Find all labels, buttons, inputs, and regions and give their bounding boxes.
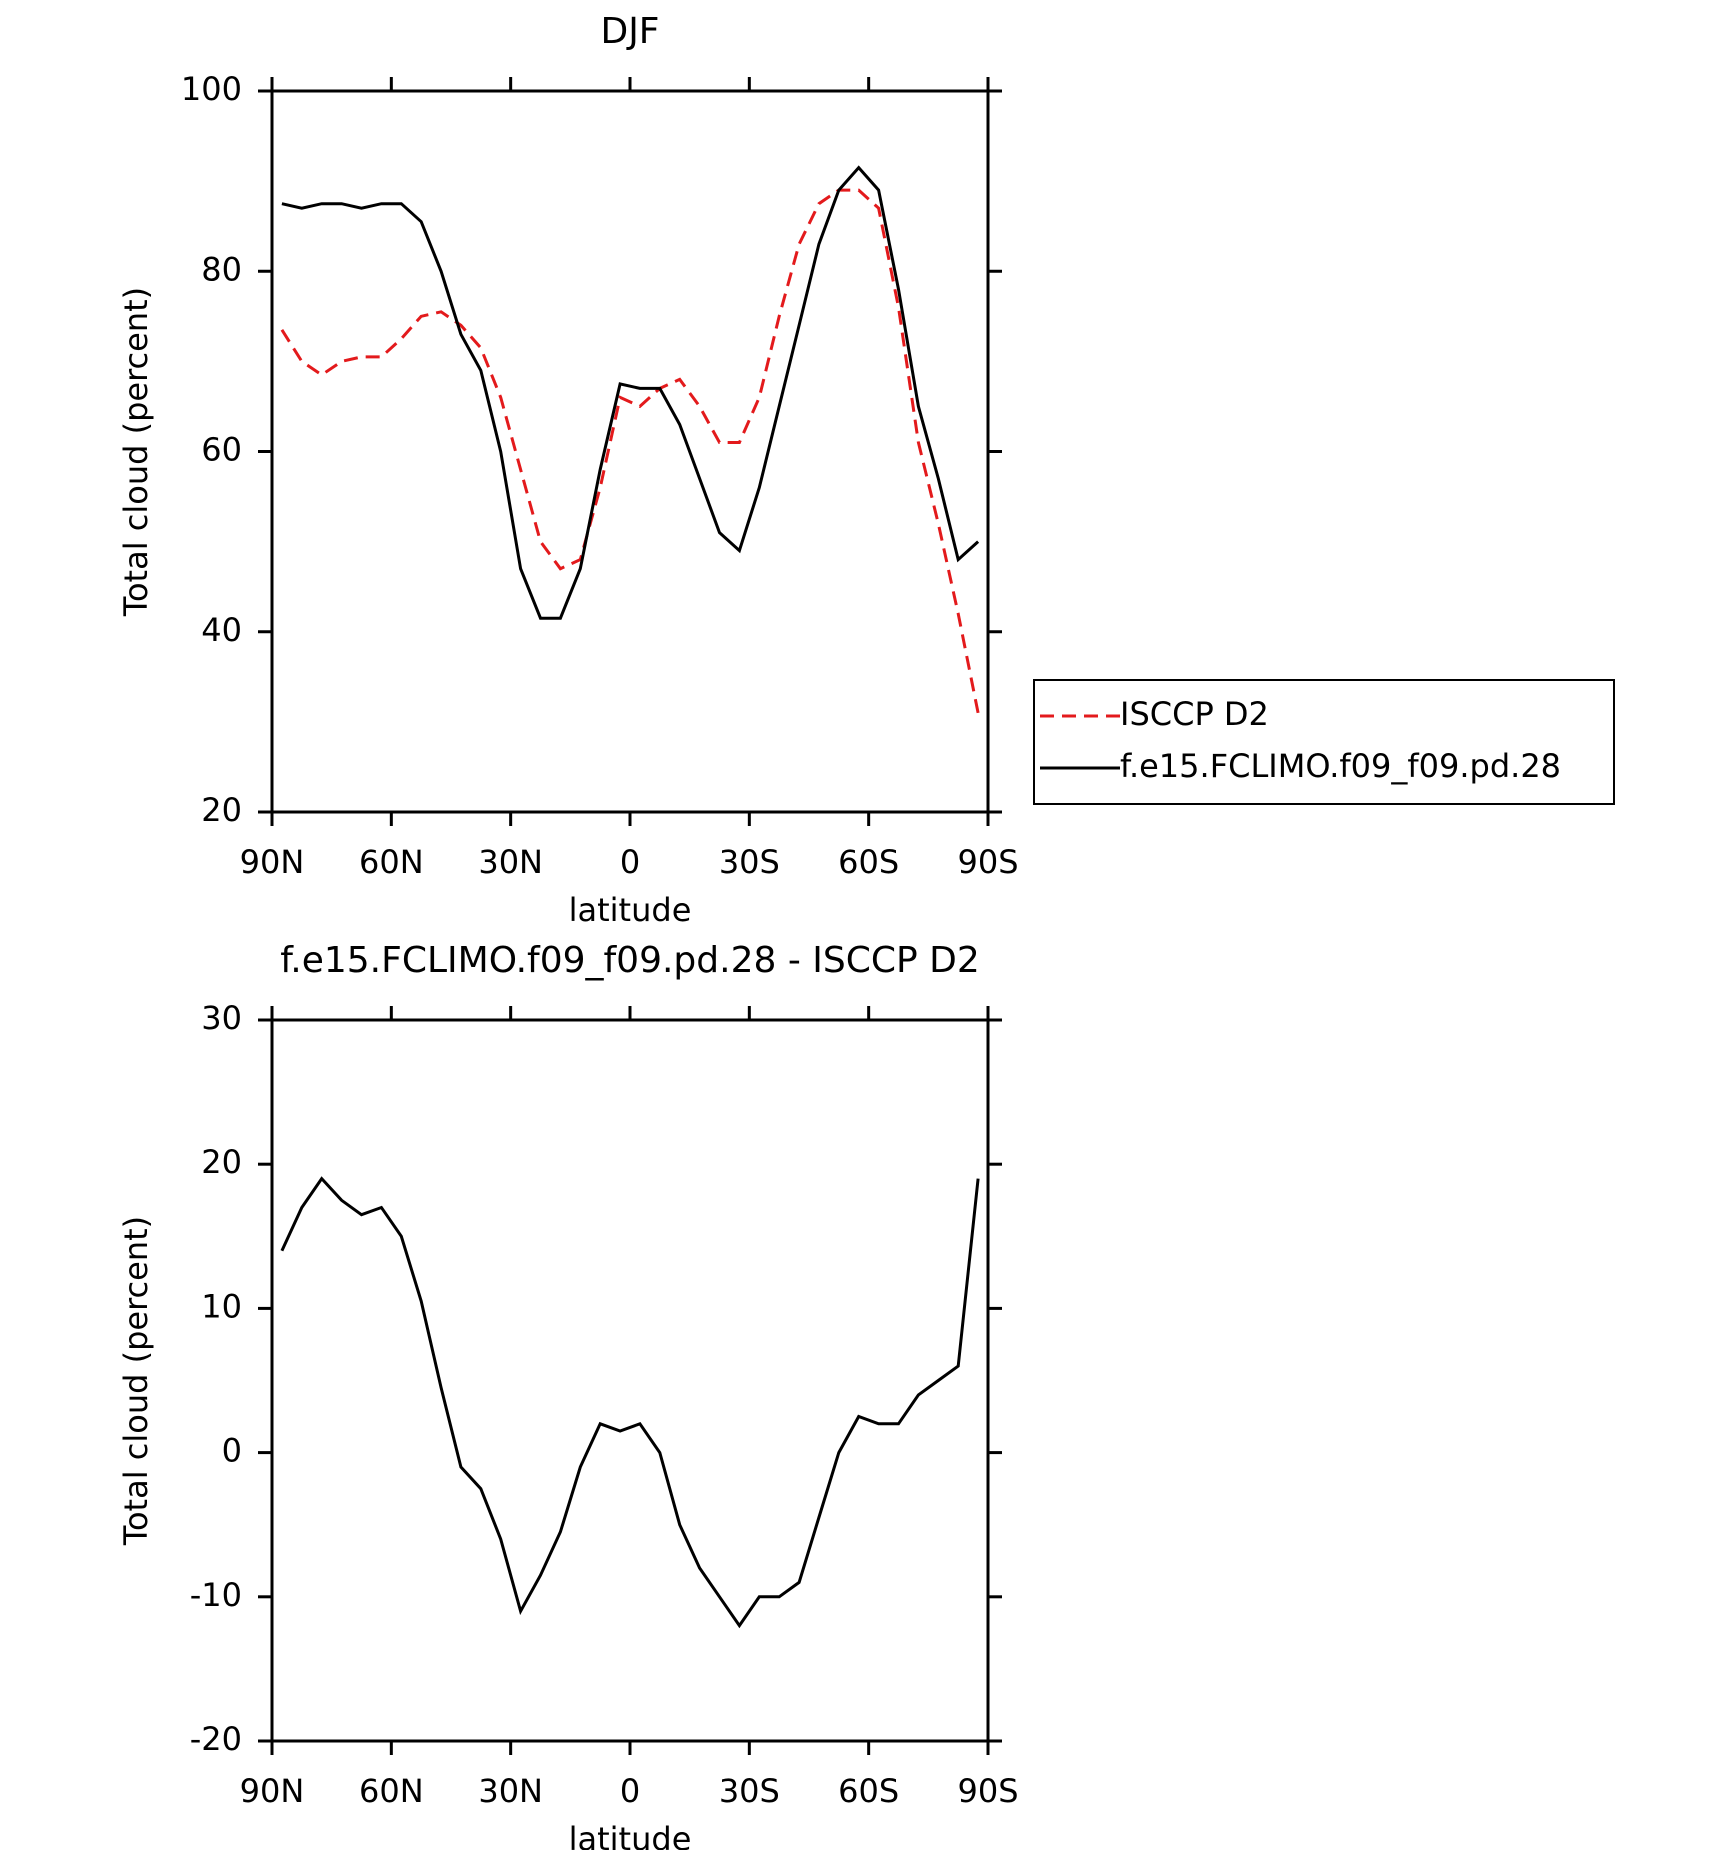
y-tick-label: 60: [201, 431, 242, 469]
x-tick-label: 30S: [719, 1772, 780, 1810]
x-tick-label: 30N: [478, 843, 543, 881]
x-axis-label: latitude: [569, 891, 692, 929]
y-tick-label: 80: [201, 250, 242, 288]
x-tick-label: 0: [620, 1772, 640, 1810]
y-tick-label: 40: [201, 611, 242, 649]
chart-title: f.e15.FCLIMO.f09_f09.pd.28 - ISCCP D2: [280, 940, 980, 981]
chart-title: DJF: [600, 11, 659, 52]
y-tick-label: 0: [222, 1432, 242, 1470]
data-line: [280, 1176, 980, 1629]
legend-label: f.e15.FCLIMO.f09_f09.pd.28: [1120, 747, 1561, 785]
y-tick-label: 20: [201, 791, 242, 829]
x-tick-label: 90N: [240, 1772, 305, 1810]
x-tick-label: 60S: [838, 843, 899, 881]
y-tick-label: 100: [181, 70, 242, 108]
x-tick-label: 60N: [359, 843, 424, 881]
x-tick-label: 90S: [957, 1772, 1018, 1810]
plot-frame: [270, 1018, 990, 1743]
legend-label: ISCCP D2: [1120, 695, 1269, 733]
y-axis-label: Total cloud (percent): [117, 1216, 155, 1546]
x-tick-label: 60N: [359, 1772, 424, 1810]
y-axis-label: Total cloud (percent): [117, 287, 155, 617]
y-tick-label: 20: [201, 1143, 242, 1181]
x-tick-label: 30S: [719, 843, 780, 881]
data-line: [281, 165, 980, 620]
x-tick-label: 30N: [478, 1772, 543, 1810]
y-tick-label: -20: [190, 1720, 242, 1758]
x-tick-label: 60S: [838, 1772, 899, 1810]
y-tick-label: -10: [190, 1576, 242, 1614]
y-tick-label: 10: [201, 1287, 242, 1325]
x-tick-label: 90N: [240, 843, 305, 881]
y-tick-label: 30: [201, 999, 242, 1037]
legend-box: [1033, 679, 1615, 805]
x-axis-label: latitude: [569, 1820, 692, 1850]
x-tick-label: 0: [620, 843, 640, 881]
x-tick-label: 90S: [957, 843, 1018, 881]
data-line: [280, 188, 980, 714]
